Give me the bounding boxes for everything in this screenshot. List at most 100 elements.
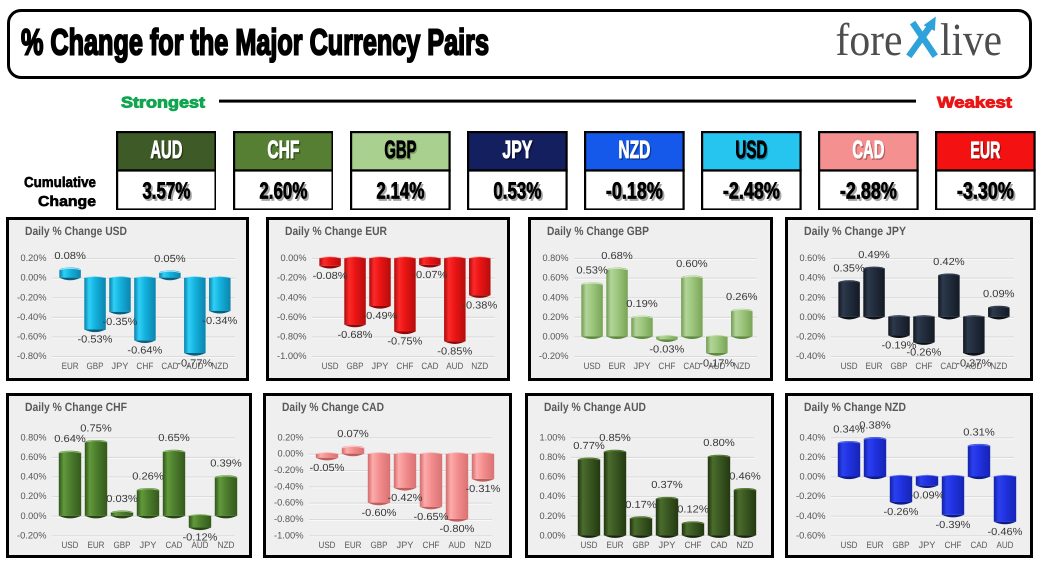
svg-text:CAD: CAD <box>165 540 182 550</box>
svg-text:Daily % Change USD: Daily % Change USD <box>25 224 127 238</box>
svg-text:0.00%: 0.00% <box>20 271 46 282</box>
svg-text:0.03%: 0.03% <box>106 494 137 505</box>
svg-text:0.40%: 0.40% <box>540 490 566 501</box>
svg-text:0.20%: 0.20% <box>20 252 46 263</box>
svg-text:fore: fore <box>836 14 903 65</box>
svg-text:-0.03%: -0.03% <box>649 344 684 355</box>
svg-text:-0.20%: -0.20% <box>796 490 825 501</box>
svg-text:AUD: AUD <box>708 360 725 370</box>
svg-text:AUD: AUD <box>997 540 1014 550</box>
svg-text:-0.37%: -0.37% <box>957 358 992 369</box>
svg-text:Daily % Change GBP: Daily % Change GBP <box>546 224 648 238</box>
svg-text:0.20%: 0.20% <box>540 509 566 520</box>
svg-text:JPY: JPY <box>397 540 414 550</box>
svg-text:0.60%: 0.60% <box>676 258 707 269</box>
svg-text:-0.75%: -0.75% <box>387 336 422 347</box>
svg-text:-0.26%: -0.26% <box>884 507 919 518</box>
svg-text:CAD: CAD <box>711 540 728 550</box>
svg-text:GBP: GBP <box>633 540 650 550</box>
svg-text:JPY: JPY <box>139 540 156 550</box>
svg-text:GBP: GBP <box>113 540 130 550</box>
svg-text:JPY: JPY <box>371 360 388 370</box>
svg-text:live: live <box>940 14 1002 65</box>
svg-text:USD: USD <box>583 360 600 370</box>
svg-text:0.80%: 0.80% <box>540 451 566 462</box>
svg-text:0.00%: 0.00% <box>542 330 568 341</box>
svg-text:CAD: CAD <box>941 360 958 370</box>
svg-text:CHF: CHF <box>423 540 440 550</box>
svg-text:-0.09%: -0.09% <box>910 490 945 501</box>
svg-text:2.14%: 2.14% <box>378 179 426 205</box>
svg-text:CHF: CHF <box>685 540 702 550</box>
svg-text:0.46%: 0.46% <box>729 471 760 482</box>
svg-text:-0.18%: -0.18% <box>606 177 663 203</box>
svg-text:USD: USD <box>61 540 78 550</box>
svg-text:0.68%: 0.68% <box>601 251 632 262</box>
svg-text:Daily % Change EUR: Daily % Change EUR <box>285 224 387 238</box>
svg-text:EUR: EUR <box>972 138 1002 164</box>
svg-text:-3.30%: -3.30% <box>957 177 1014 203</box>
svg-text:Change: Change <box>38 194 96 210</box>
svg-text:NZD: NZD <box>737 540 754 550</box>
svg-text:2.60%: 2.60% <box>259 177 307 203</box>
svg-text:-0.07%: -0.07% <box>412 270 447 281</box>
svg-text:NZD: NZD <box>475 540 492 550</box>
svg-text:0.60%: 0.60% <box>540 470 566 481</box>
svg-text:CHF: CHF <box>658 360 675 370</box>
svg-text:3.57%: 3.57% <box>144 179 192 205</box>
svg-text:CHF: CHF <box>268 137 300 165</box>
svg-text:0.00%: 0.00% <box>540 529 566 540</box>
svg-text:% Change for the Major Currenc: % Change for the Major Currency Pairs <box>21 22 489 63</box>
svg-text:NZD: NZD <box>211 360 228 370</box>
svg-text:0.00%: 0.00% <box>280 252 306 263</box>
svg-text:NZD: NZD <box>620 137 652 165</box>
svg-text:AUD: AUD <box>150 135 182 163</box>
svg-text:-0.20%: -0.20% <box>274 464 303 475</box>
svg-text:0.53%: 0.53% <box>576 265 607 276</box>
svg-text:EUR: EUR <box>61 360 78 370</box>
svg-text:-0.08%: -0.08% <box>312 271 347 282</box>
svg-text:Cumulative: Cumulative <box>24 175 96 191</box>
svg-text:0.80%: 0.80% <box>703 438 734 449</box>
svg-text:0.12%: 0.12% <box>677 504 708 515</box>
svg-text:0.07%: 0.07% <box>337 429 368 440</box>
svg-text:CAD: CAD <box>683 360 700 370</box>
svg-text:Weakest: Weakest <box>937 95 1012 112</box>
svg-text:-0.80%: -0.80% <box>277 330 306 341</box>
svg-text:0.39%: 0.39% <box>210 458 241 469</box>
svg-text:GBP: GBP <box>346 360 363 370</box>
svg-text:-0.20%: -0.20% <box>538 350 567 361</box>
svg-text:0.26%: 0.26% <box>132 471 163 482</box>
svg-text:0.00%: 0.00% <box>278 447 304 458</box>
svg-text:-0.19%: -0.19% <box>882 340 917 351</box>
svg-text:0.49%: 0.49% <box>859 250 891 261</box>
svg-text:AUD: AUD <box>966 360 983 370</box>
svg-text:Daily % Change JPY: Daily % Change JPY <box>804 224 906 238</box>
svg-text:GBP: GBP <box>891 360 908 370</box>
svg-text:-0.60%: -0.60% <box>274 496 303 507</box>
svg-text:Daily % Change CHF: Daily % Change CHF <box>25 400 127 414</box>
svg-text:-0.20%: -0.20% <box>17 291 47 302</box>
svg-text:-1.00%: -1.00% <box>277 350 306 361</box>
svg-text:AUD: AUD <box>446 360 463 370</box>
svg-text:EUR: EUR <box>87 540 104 550</box>
svg-text:-0.31%: -0.31% <box>466 484 501 495</box>
svg-text:CAD: CAD <box>161 360 178 370</box>
svg-text:JPY: JPY <box>633 360 650 370</box>
svg-text:-0.40%: -0.40% <box>277 291 306 302</box>
svg-text:0.60%: 0.60% <box>800 252 826 263</box>
svg-text:CHF: CHF <box>916 360 933 370</box>
svg-text:-1.00%: -1.00% <box>274 529 303 540</box>
svg-text:-0.26%: -0.26% <box>907 347 942 358</box>
svg-text:CHF: CHF <box>945 540 962 550</box>
svg-text:Daily % Change NZD: Daily % Change NZD <box>804 400 906 414</box>
svg-text:0.08%: 0.08% <box>54 251 86 262</box>
svg-text:JPY: JPY <box>919 540 936 550</box>
svg-text:-0.40%: -0.40% <box>796 350 826 361</box>
svg-text:EUR: EUR <box>607 540 624 550</box>
svg-text:EUR: EUR <box>866 360 883 370</box>
svg-text:-0.17%: -0.17% <box>699 358 734 369</box>
svg-text:0.20%: 0.20% <box>278 431 304 442</box>
svg-text:CAD: CAD <box>971 540 988 550</box>
svg-text:0.31%: 0.31% <box>963 427 994 438</box>
